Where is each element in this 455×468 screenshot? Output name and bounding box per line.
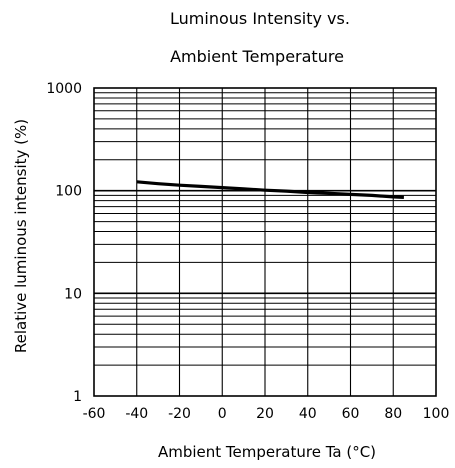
chart-title-line-1: Luminous Intensity vs.	[170, 9, 350, 28]
x-axis-label: Ambient Temperature Ta (°C)	[158, 443, 376, 461]
y-tick-label: 1000	[46, 81, 82, 97]
data-series	[136, 180, 404, 199]
x-tick-label: -40	[125, 406, 148, 422]
y-tick-label: 1	[73, 389, 82, 405]
x-tick-label: 80	[384, 406, 402, 422]
plot-frame	[93, 87, 437, 397]
x-tick-label: 20	[256, 406, 274, 422]
x-tick-label: 60	[342, 406, 360, 422]
y-tick-label: 100	[55, 184, 82, 200]
x-tick-label: 0	[218, 406, 227, 422]
x-tick-label: -60	[83, 406, 106, 422]
series-line	[136, 180, 404, 199]
chart-title-line-2: Ambient Temperature	[170, 47, 344, 66]
x-tick-label: -20	[168, 406, 191, 422]
y-axis-label: Relative luminous intensity (%)	[12, 119, 30, 353]
tick-labels: -60 -40 -20 0 20 40 60 80 100 1 10 100 1000	[46, 81, 449, 422]
y-tick-label: 10	[64, 286, 82, 302]
x-tick-label: 100	[423, 406, 450, 422]
x-tick-label: 40	[299, 406, 317, 422]
grid	[94, 88, 436, 396]
